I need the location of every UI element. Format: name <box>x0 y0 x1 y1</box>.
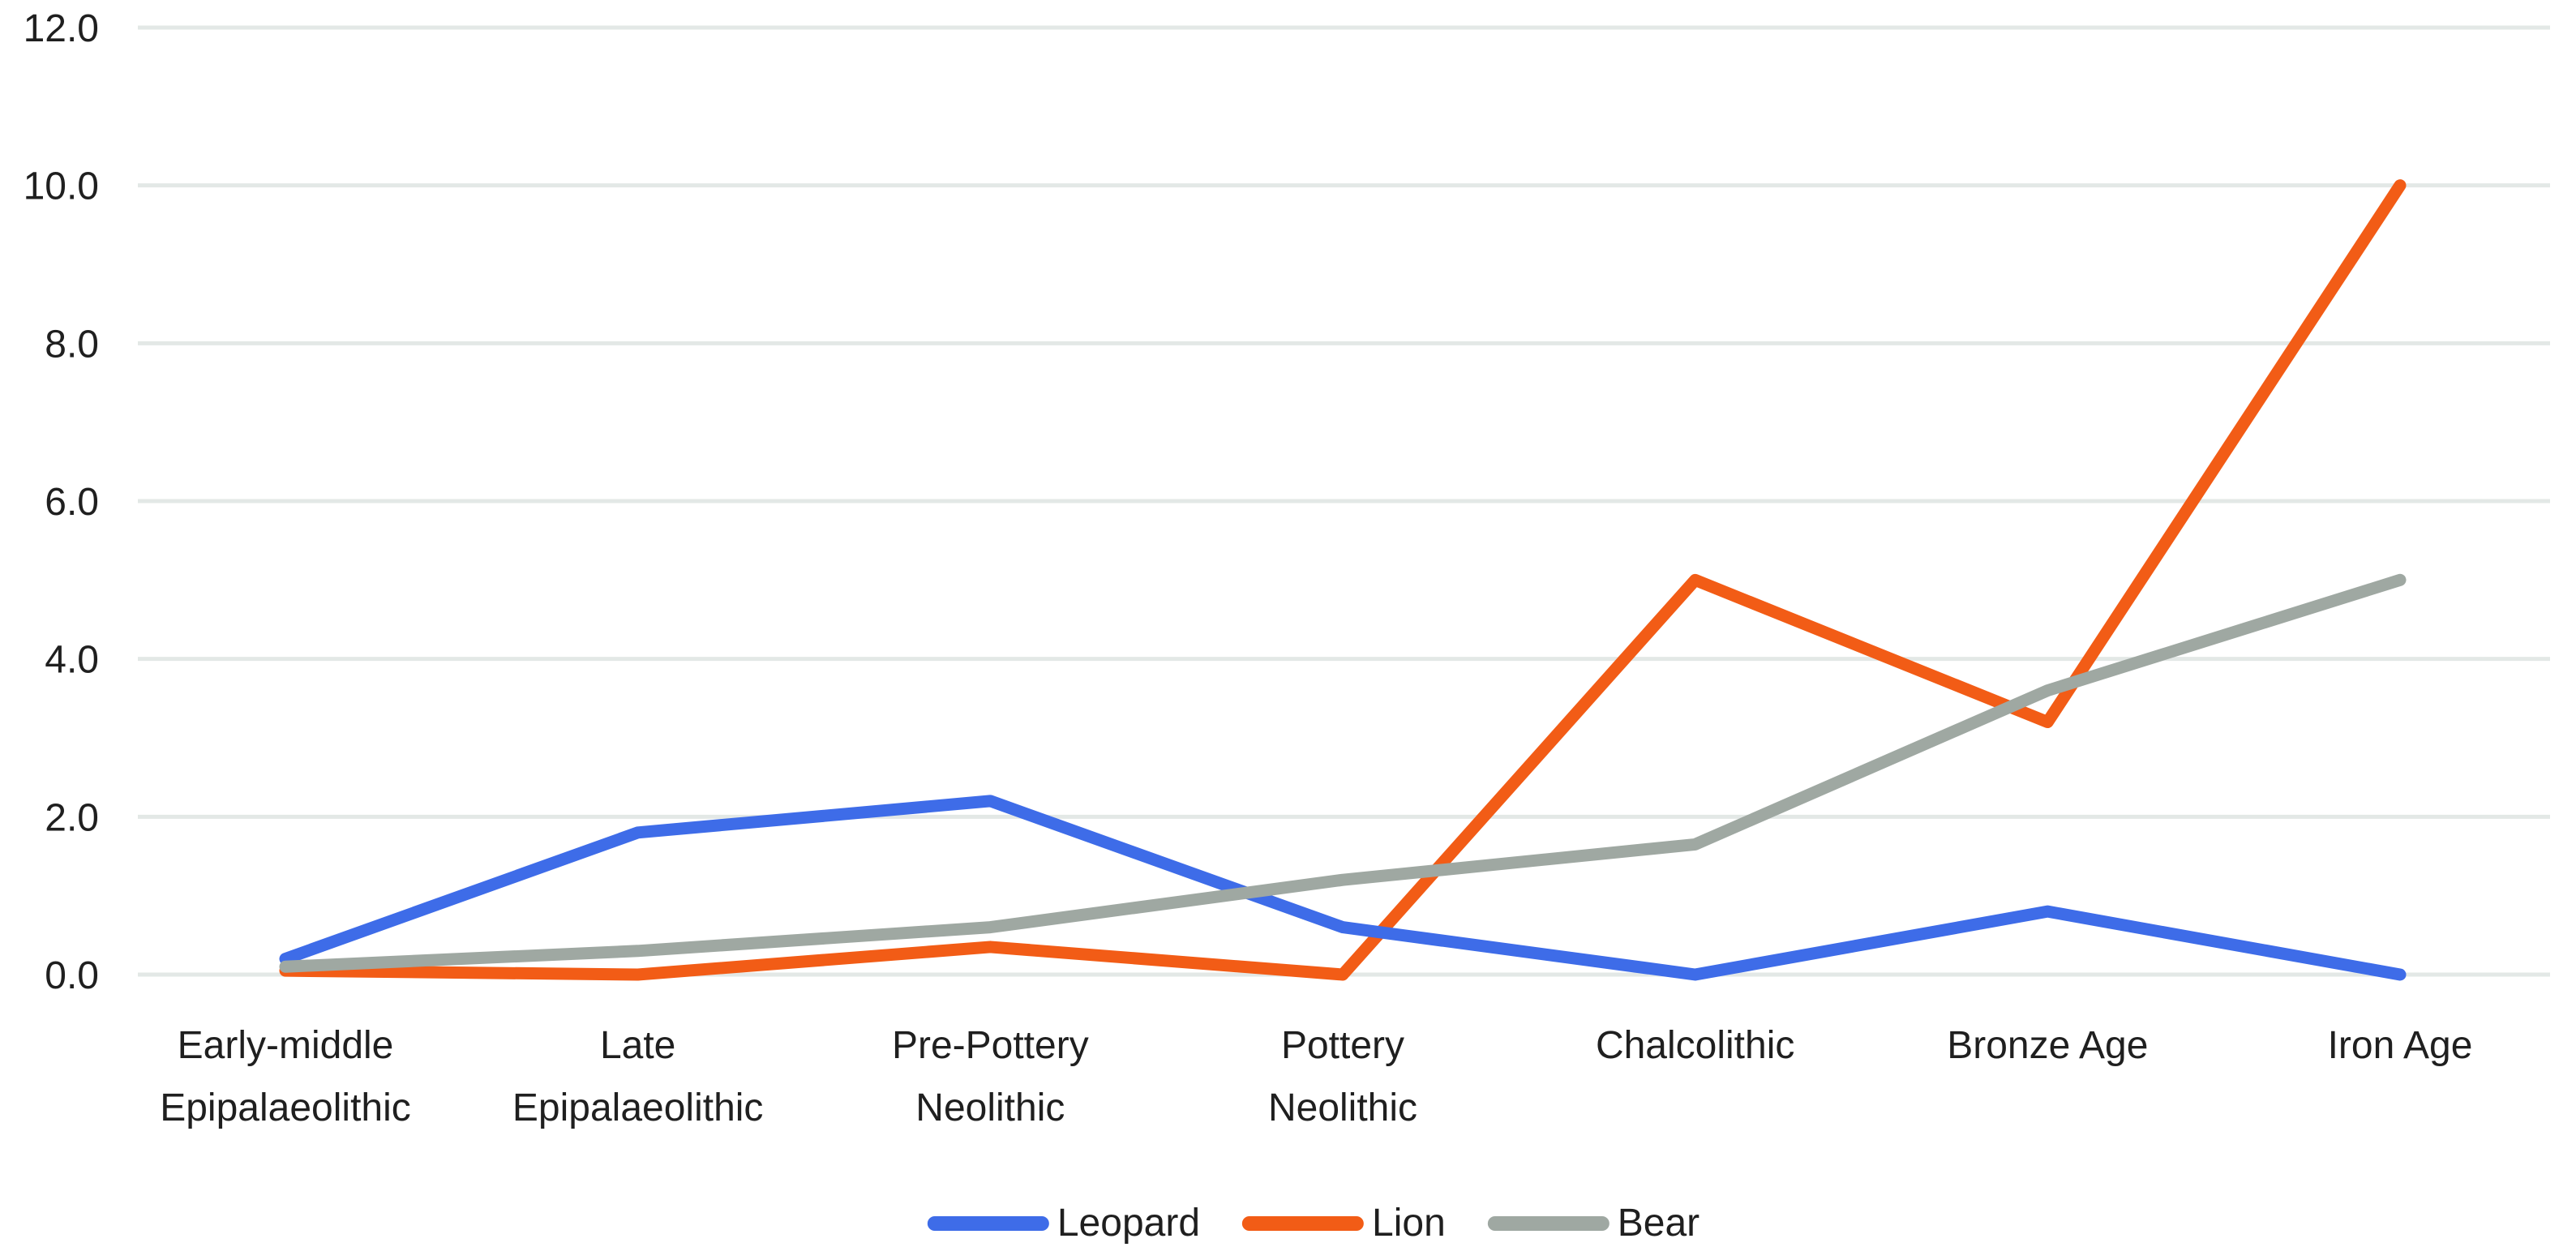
legend-label-leopard: Leopard <box>1057 1202 1201 1245</box>
series-line-bear <box>279 573 2407 973</box>
x-axis-category-label: Pre-Pottery <box>892 1024 1089 1067</box>
legend-label-bear: Bear <box>1617 1202 1700 1245</box>
legend-swatch-bear <box>1487 1215 1609 1231</box>
legend-item-leopard: Leopard <box>927 1201 1201 1245</box>
y-axis-tick-label: 4.0 <box>45 639 99 682</box>
legend-label-lion: Lion <box>1372 1202 1446 1245</box>
legend-swatch-lion <box>1242 1215 1365 1231</box>
y-axis-tick-label: 12.0 <box>24 7 99 50</box>
legend-swatch-leopard <box>927 1215 1049 1231</box>
x-axis-category-label: Early-middle <box>178 1024 394 1067</box>
x-axis-category-label: Chalcolithic <box>1596 1024 1794 1067</box>
series-line-lion <box>279 179 2407 981</box>
series-line-leopard <box>279 795 2407 981</box>
x-axis-category-label: Bronze Age <box>1947 1024 2148 1067</box>
legend-item-lion: Lion <box>1242 1201 1446 1245</box>
x-axis-category-label: Late <box>600 1024 675 1067</box>
y-axis-tick-label: 10.0 <box>24 165 99 208</box>
x-axis-category-label: Epipalaeolithic <box>512 1086 764 1129</box>
x-axis-category-label: Pottery <box>1281 1024 1404 1067</box>
y-axis-tick-label: 8.0 <box>45 323 99 366</box>
y-axis-tick-label: 0.0 <box>45 954 99 997</box>
x-axis-category-label: Neolithic <box>915 1086 1065 1129</box>
legend-item-bear: Bear <box>1487 1201 1700 1245</box>
chart-legend: Leopard Lion Bear <box>927 1201 1700 1245</box>
x-axis-category-label: Iron Age <box>2328 1024 2473 1067</box>
x-axis-category-label: Neolithic <box>1268 1086 1417 1129</box>
y-axis-tick-label: 2.0 <box>45 796 99 839</box>
y-axis-tick-label: 6.0 <box>45 481 99 524</box>
x-axis-category-label: Epipalaeolithic <box>160 1086 411 1129</box>
